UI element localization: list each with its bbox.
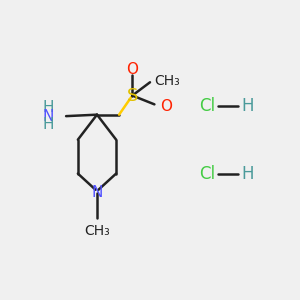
Text: N: N — [91, 185, 103, 200]
Text: Cl: Cl — [199, 97, 215, 115]
Text: O: O — [126, 61, 138, 76]
Text: H: H — [43, 100, 54, 115]
Text: H: H — [43, 118, 54, 133]
Text: CH₃: CH₃ — [84, 224, 110, 238]
Text: H: H — [241, 97, 254, 115]
Text: CH₃: CH₃ — [154, 74, 180, 88]
Text: Cl: Cl — [199, 165, 215, 183]
Text: O: O — [160, 99, 172, 114]
Text: H: H — [241, 165, 254, 183]
Text: S: S — [127, 86, 138, 104]
Text: N: N — [43, 109, 54, 124]
